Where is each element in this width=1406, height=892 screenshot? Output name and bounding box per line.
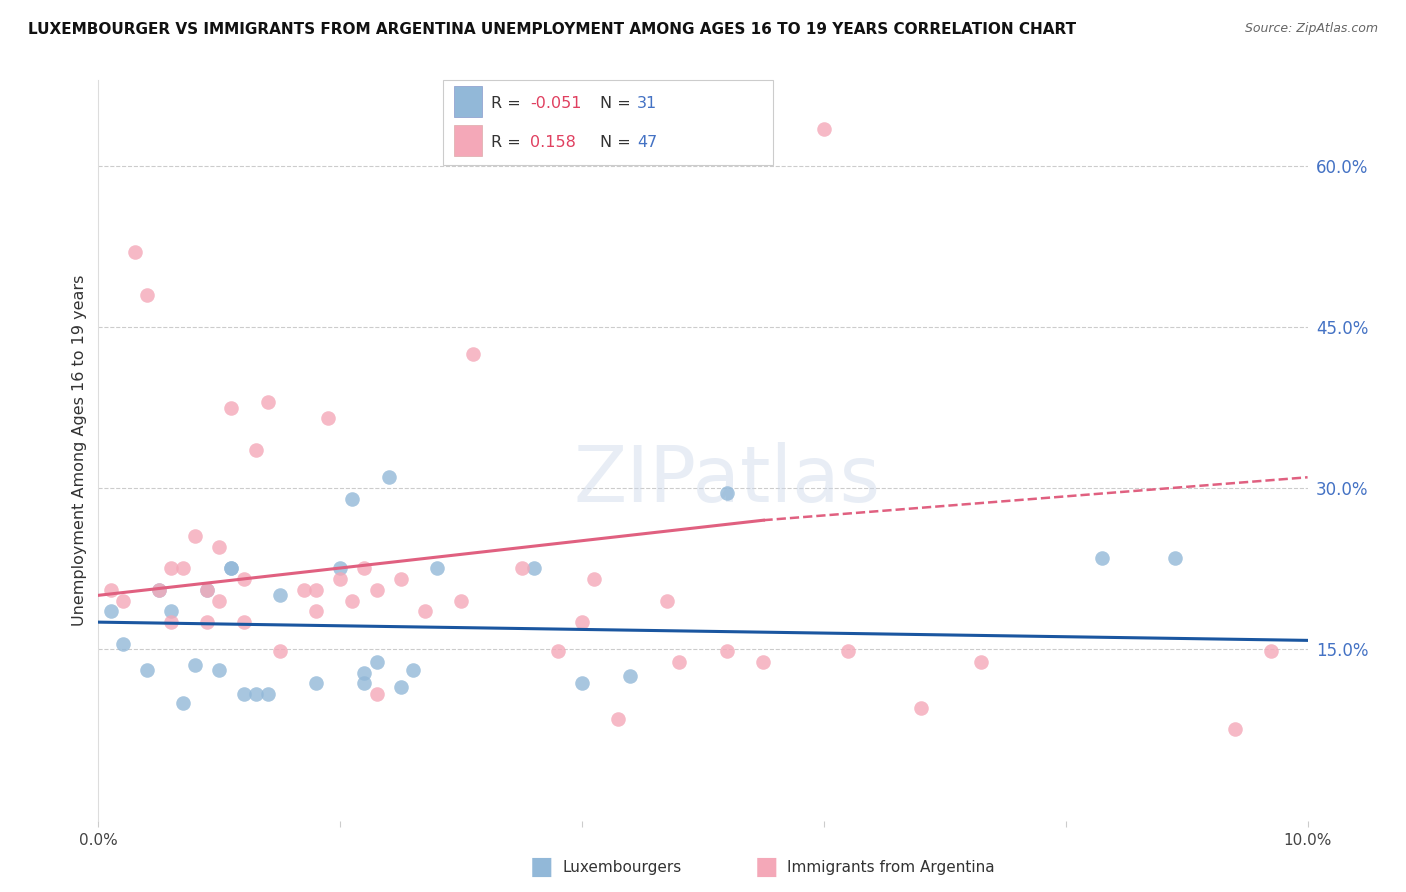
Point	[353, 676, 375, 690]
Text: 47: 47	[637, 135, 657, 150]
Point	[353, 665, 375, 680]
Point	[329, 572, 352, 586]
Point	[523, 561, 546, 575]
Point	[195, 615, 218, 629]
Text: Source: ZipAtlas.com: Source: ZipAtlas.com	[1244, 22, 1378, 36]
Point	[342, 491, 364, 506]
Point	[716, 486, 738, 500]
Point	[305, 582, 328, 597]
Point	[221, 401, 243, 415]
Point	[208, 540, 231, 554]
Point	[389, 680, 412, 694]
Y-axis label: Unemployment Among Ages 16 to 19 years: Unemployment Among Ages 16 to 19 years	[72, 275, 87, 626]
Point	[970, 655, 993, 669]
Point	[619, 669, 641, 683]
Point	[195, 582, 218, 597]
Text: Luxembourgers: Luxembourgers	[562, 860, 682, 874]
Point	[607, 712, 630, 726]
Point	[184, 529, 207, 543]
Point	[195, 582, 218, 597]
Point	[402, 664, 425, 678]
Text: N =: N =	[600, 95, 637, 111]
Text: ■: ■	[530, 855, 553, 879]
Point	[463, 347, 485, 361]
Point	[269, 588, 291, 602]
Point	[160, 604, 183, 618]
Point	[160, 615, 183, 629]
Point	[510, 561, 533, 575]
Point	[342, 593, 364, 607]
Point	[426, 561, 449, 575]
Point	[316, 411, 339, 425]
Point	[208, 593, 231, 607]
Point	[124, 244, 146, 259]
Point	[1260, 644, 1282, 658]
Point	[305, 676, 328, 690]
Point	[366, 687, 388, 701]
Point	[256, 395, 278, 409]
Point	[111, 593, 134, 607]
Point	[208, 664, 231, 678]
Point	[377, 470, 399, 484]
Point	[655, 593, 678, 607]
Point	[366, 582, 388, 597]
Point	[148, 582, 170, 597]
Point	[450, 593, 472, 607]
Point	[172, 696, 194, 710]
Point	[245, 687, 267, 701]
Point	[837, 644, 859, 658]
Point	[160, 561, 183, 575]
Point	[269, 644, 291, 658]
Point	[413, 604, 436, 618]
Point	[1223, 723, 1246, 737]
Point	[571, 676, 593, 690]
Text: Immigrants from Argentina: Immigrants from Argentina	[787, 860, 995, 874]
Point	[256, 687, 278, 701]
Point	[232, 615, 254, 629]
Point	[716, 644, 738, 658]
Point	[752, 655, 775, 669]
Point	[1091, 550, 1114, 565]
Text: LUXEMBOURGER VS IMMIGRANTS FROM ARGENTINA UNEMPLOYMENT AMONG AGES 16 TO 19 YEARS: LUXEMBOURGER VS IMMIGRANTS FROM ARGENTIN…	[28, 22, 1076, 37]
Point	[245, 443, 267, 458]
Point	[583, 572, 606, 586]
Point	[232, 687, 254, 701]
Point	[389, 572, 412, 586]
Point	[366, 655, 388, 669]
Point	[135, 288, 157, 302]
Text: -0.051: -0.051	[530, 95, 582, 111]
Point	[571, 615, 593, 629]
Point	[172, 561, 194, 575]
Point	[100, 604, 122, 618]
Point	[100, 582, 122, 597]
Point	[329, 561, 352, 575]
Point	[148, 582, 170, 597]
Point	[305, 604, 328, 618]
Text: ZIPatlas: ZIPatlas	[574, 442, 880, 518]
Point	[547, 644, 569, 658]
Text: R =: R =	[491, 95, 526, 111]
Text: N =: N =	[600, 135, 637, 150]
Point	[353, 561, 375, 575]
Text: ■: ■	[755, 855, 778, 879]
Point	[668, 655, 690, 669]
Point	[221, 561, 243, 575]
Point	[813, 121, 835, 136]
Point	[1163, 550, 1185, 565]
Text: 31: 31	[637, 95, 657, 111]
Point	[221, 561, 243, 575]
Point	[232, 572, 254, 586]
Point	[910, 701, 932, 715]
Point	[184, 658, 207, 673]
Text: R =: R =	[491, 135, 526, 150]
Point	[111, 637, 134, 651]
Point	[292, 582, 315, 597]
Text: 0.158: 0.158	[530, 135, 576, 150]
Point	[135, 664, 157, 678]
